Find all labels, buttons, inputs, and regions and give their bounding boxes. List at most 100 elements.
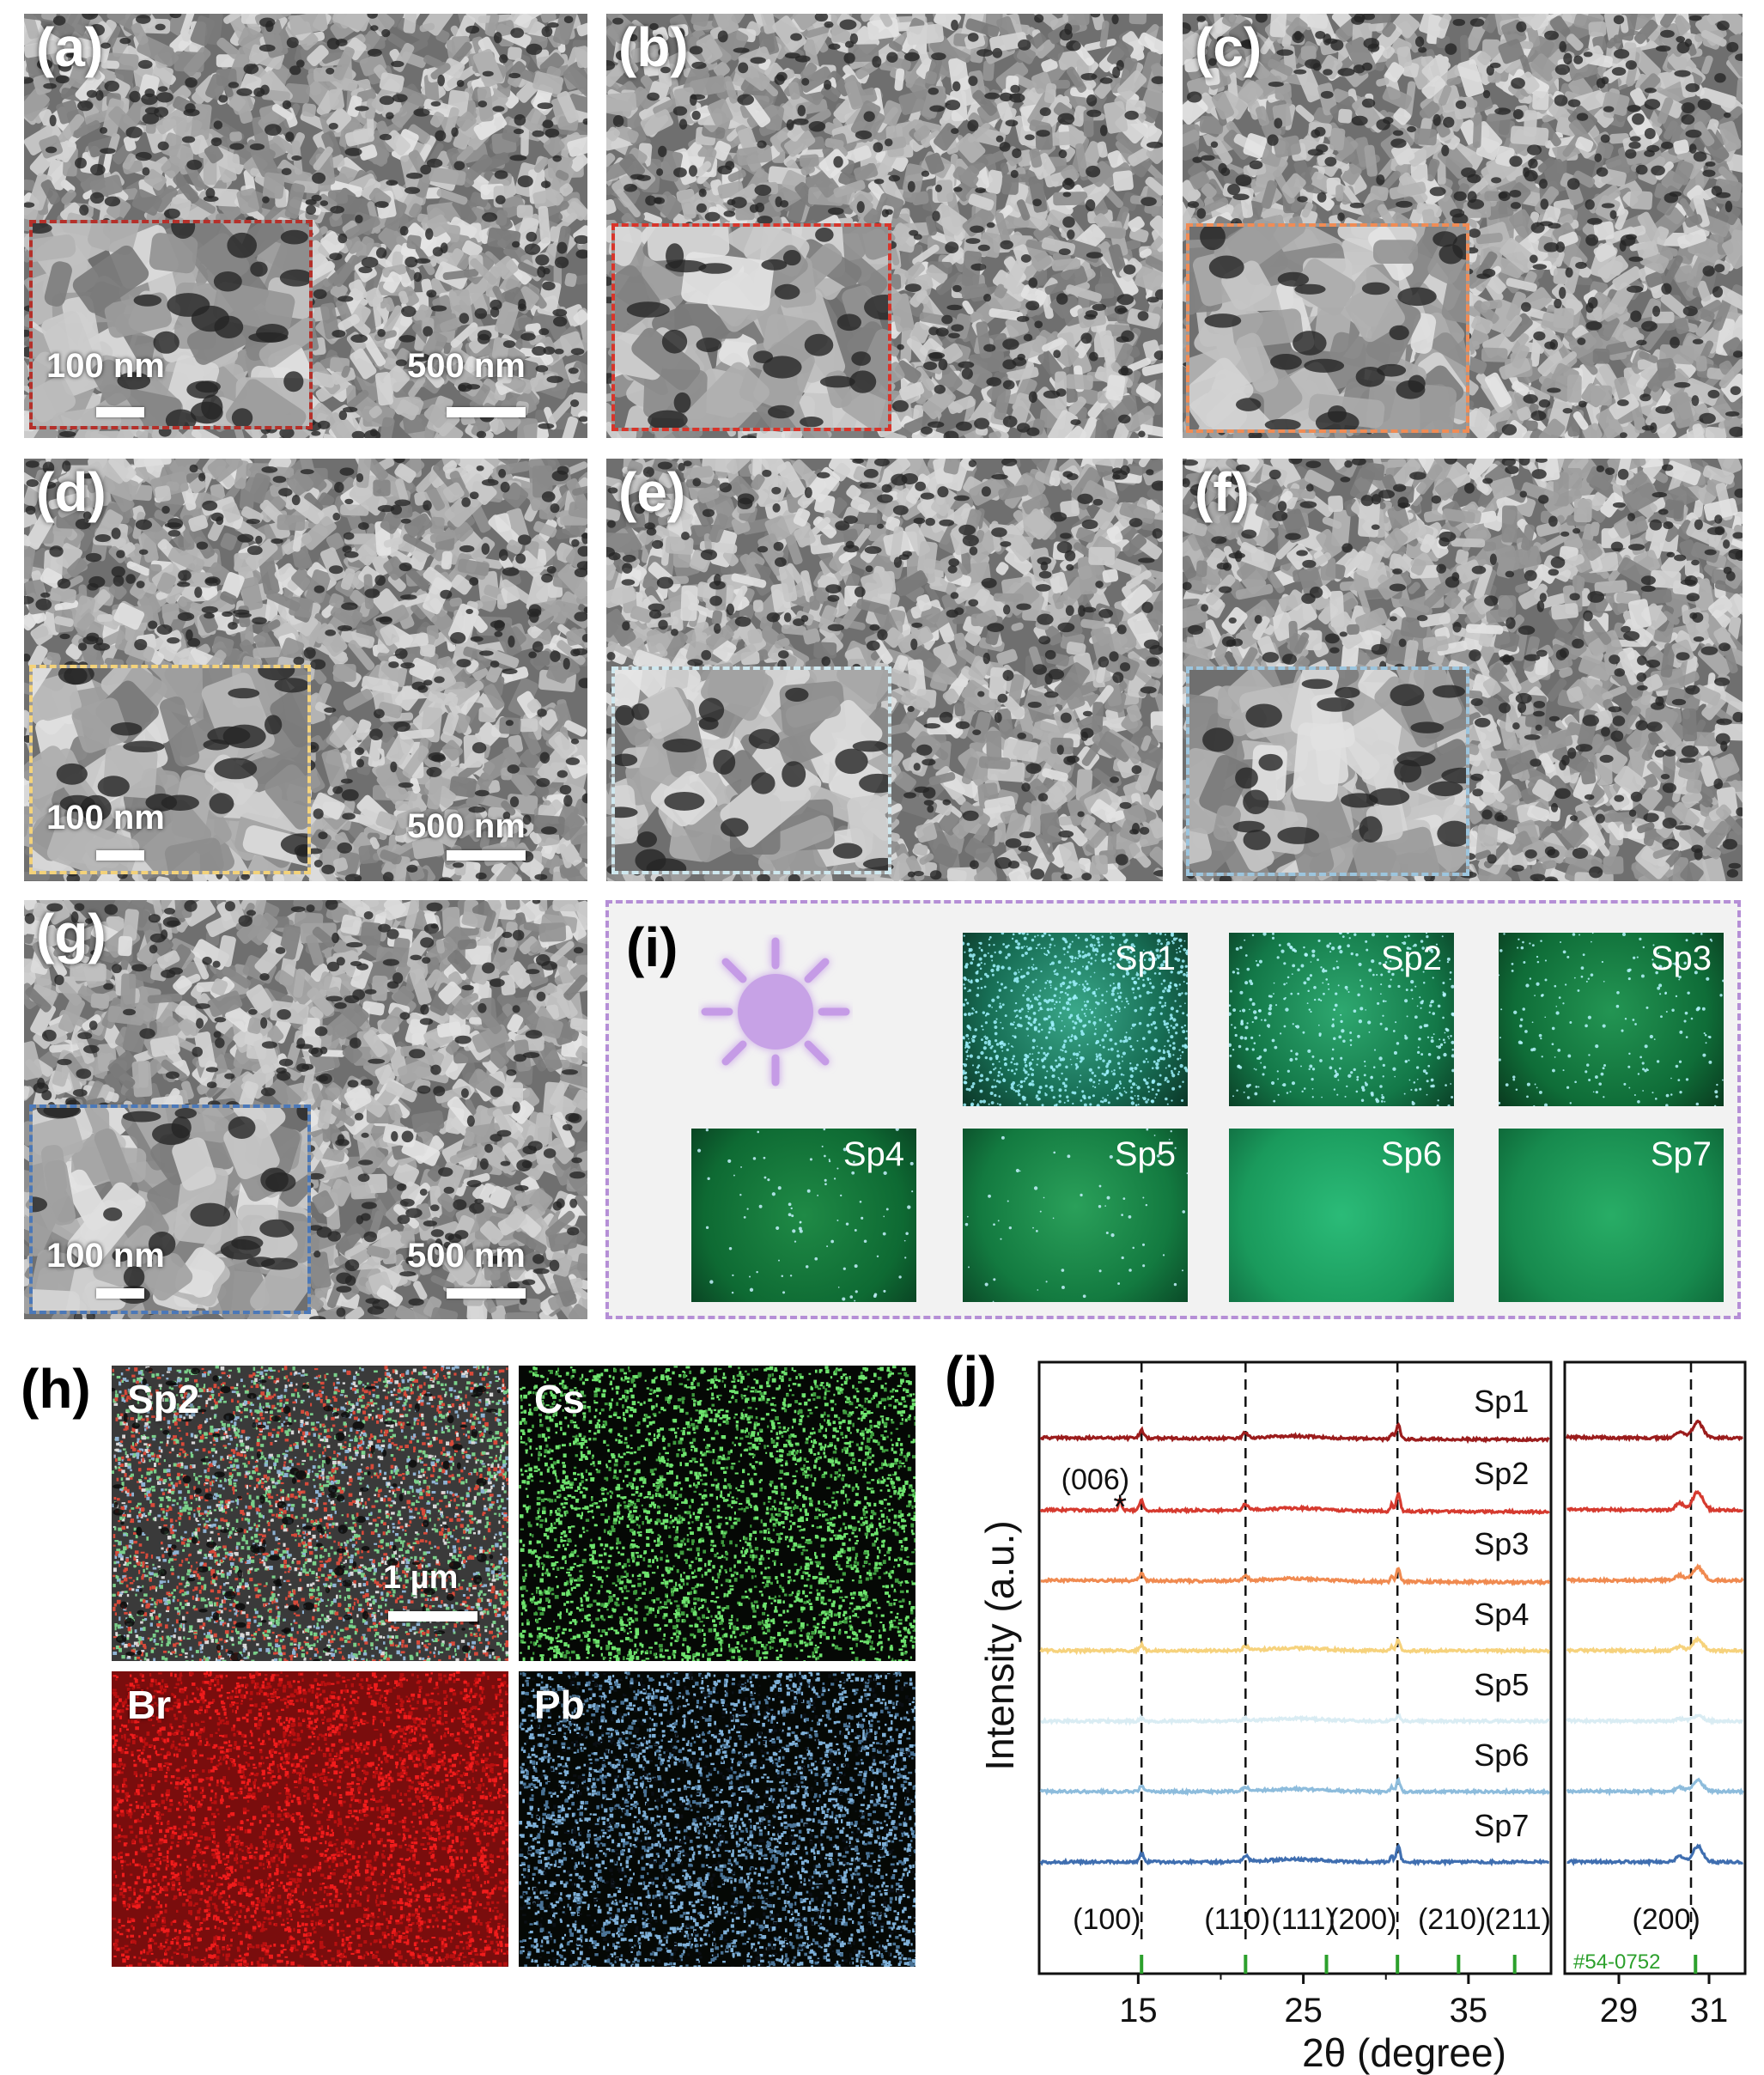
eds-label: Sp2 — [127, 1376, 199, 1422]
miller-index-label: (211) — [1485, 1903, 1551, 1936]
sem-inset-a — [29, 220, 313, 429]
miller-index-label: (100) — [1073, 1903, 1141, 1936]
sem-panel-f: (f) — [1183, 459, 1743, 881]
eds-label: Pb — [534, 1682, 585, 1728]
series-line-zoom — [1566, 1489, 1744, 1514]
zoom-axes-frame — [1563, 1360, 1747, 1975]
eds-dots — [519, 1671, 915, 1967]
sem-texture — [615, 670, 888, 871]
series-line-zoom — [1566, 1777, 1744, 1797]
sample-photo-sp1: Sp1 — [963, 933, 1188, 1106]
annotation-006: (006) — [1061, 1463, 1129, 1496]
sem-texture — [33, 1108, 307, 1311]
series-label: Sp1 — [1474, 1384, 1529, 1419]
miller-index-label: (111) — [1271, 1903, 1335, 1936]
miller-index-label: (200) — [1632, 1903, 1700, 1936]
sample-speckles — [1229, 933, 1454, 1106]
inset-scale-bar — [96, 1288, 144, 1299]
x-tick-label: 25 — [1284, 1992, 1323, 2029]
sem-panel-g: (g) 100 nm 500 nm — [24, 900, 587, 1319]
series-line-zoom — [1566, 1713, 1743, 1726]
series-line-main — [1039, 1492, 1550, 1516]
series-line-zoom — [1566, 1419, 1743, 1443]
series-label: Sp2 — [1474, 1456, 1529, 1491]
panel-label-b: (b) — [618, 15, 689, 79]
series-line-zoom — [1566, 1563, 1744, 1585]
x-axis-label: 2θ (degree) — [1302, 2030, 1506, 2075]
panel-label-j: (j) — [945, 1345, 996, 1407]
sem-texture — [606, 14, 1163, 438]
panel-label-f: (f) — [1195, 460, 1250, 524]
reference-card-label: #54-0752 — [1573, 1950, 1660, 1974]
eds-dots — [112, 1671, 508, 1967]
eds-label: Br — [127, 1682, 171, 1728]
sem-texture — [33, 668, 307, 871]
inset-scale-text: 100 nm — [46, 1237, 165, 1275]
sample-photo-sp5: Sp5 — [963, 1129, 1188, 1302]
sem-texture — [33, 223, 309, 426]
series-label: Sp5 — [1474, 1667, 1529, 1702]
sem-inset-f — [1186, 666, 1469, 876]
sem-inset-d — [29, 665, 311, 874]
series-label: Sp7 — [1474, 1808, 1529, 1843]
panel-label-i: (i) — [626, 916, 678, 979]
sem-inset-e — [611, 666, 891, 874]
series-line-main — [1040, 1567, 1551, 1587]
panel-label-h: (h) — [21, 1357, 91, 1421]
eds-map-pb: Pb — [519, 1671, 915, 1967]
sample-label: Sp1 — [1115, 940, 1176, 978]
eds-map-cs: Cs — [519, 1366, 915, 1661]
series-line-zoom — [1566, 1635, 1744, 1655]
sample-label: Sp3 — [1651, 940, 1712, 978]
eds-dots — [519, 1366, 915, 1661]
sun-icon — [701, 937, 850, 1086]
eds-scale-text: 1 µm — [383, 1560, 458, 1597]
miller-index-label: (110) — [1204, 1903, 1270, 1936]
main-scale-bar — [447, 850, 526, 861]
main-scale-bar — [447, 1288, 526, 1299]
panel-label-c: (c) — [1195, 15, 1262, 79]
sem-inset-g — [29, 1104, 311, 1314]
inset-scale-bar — [96, 407, 144, 417]
sem-texture — [1189, 670, 1466, 873]
sample-speckles — [963, 933, 1188, 1106]
annotation-star: * — [1113, 1488, 1127, 1526]
main-scale-text: 500 nm — [407, 1237, 526, 1275]
inset-scale-bar — [96, 850, 144, 861]
series-label: Sp6 — [1474, 1737, 1529, 1773]
panel-label-d: (d) — [36, 460, 106, 524]
sample-photo-sp3: Sp3 — [1499, 933, 1724, 1106]
series-label: Sp3 — [1474, 1526, 1529, 1561]
sem-panel-b: (b) — [606, 14, 1163, 438]
inset-scale-text: 100 nm — [46, 347, 165, 386]
main-scale-text: 500 nm — [407, 347, 526, 386]
main-axes-frame — [1037, 1360, 1553, 1975]
sample-photo-sp6: Sp6 — [1229, 1129, 1454, 1302]
sample-label: Sp2 — [1381, 940, 1442, 978]
eds-map-sp2: Sp2 1 µm — [112, 1366, 508, 1661]
xrd-chart: (j) Intensity (a.u.) 2θ (degree) 15 25 35 2… — [945, 1345, 1747, 2075]
sample-speckles — [964, 1129, 1188, 1302]
sample-photo-sp7: Sp7 — [1499, 1129, 1724, 1302]
y-axis-label: Intensity (a.u.) — [977, 1520, 1022, 1770]
main-scale-text: 500 nm — [407, 807, 526, 846]
miller-index-label: (210) — [1418, 1903, 1486, 1936]
sample-label: Sp6 — [1381, 1135, 1442, 1174]
series-label: Sp4 — [1474, 1597, 1529, 1632]
series-line-main — [1040, 1713, 1550, 1726]
x-tick-label: 35 — [1450, 1992, 1488, 2029]
main-scale-bar — [447, 407, 526, 417]
inset-scale-text: 100 nm — [46, 799, 165, 837]
sem-panel-e: (e) — [606, 459, 1163, 881]
sem-inset-c — [1186, 223, 1469, 433]
series-line-zoom — [1566, 1843, 1744, 1867]
x-tick-label: 31 — [1690, 1992, 1729, 2029]
eds-map-br: Br — [112, 1671, 508, 1967]
sample-label: Sp5 — [1115, 1135, 1176, 1174]
x-tick-label: 29 — [1600, 1992, 1639, 2029]
sample-label: Sp4 — [843, 1135, 904, 1174]
sem-panel-a: (a) 100 nm 500 nm — [24, 14, 587, 438]
series-line-main — [1039, 1638, 1551, 1656]
sample-label: Sp7 — [1651, 1135, 1712, 1174]
miller-index-label: (200) — [1329, 1903, 1396, 1936]
